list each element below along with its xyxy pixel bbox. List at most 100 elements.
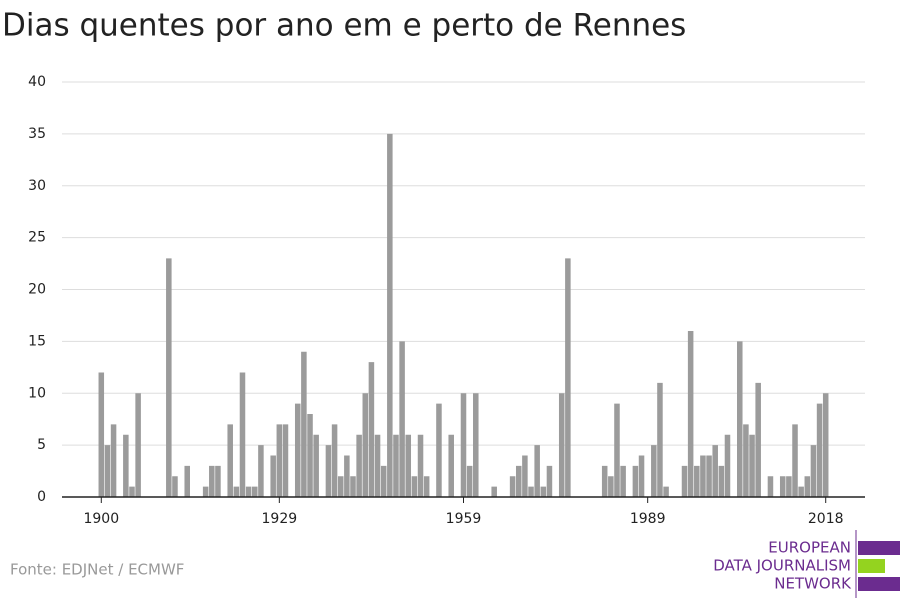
- bar: [657, 382, 663, 497]
- bar: [798, 486, 804, 497]
- bar: [362, 393, 369, 497]
- bar: [423, 476, 430, 497]
- y-tick-label: 25: [28, 230, 46, 246]
- bar: [172, 476, 178, 497]
- bar: [466, 465, 473, 497]
- bar: [534, 445, 540, 497]
- bar: [694, 465, 700, 497]
- bar: [374, 434, 381, 497]
- bar: [123, 434, 129, 497]
- bar: [245, 486, 252, 497]
- bar: [135, 393, 141, 497]
- bar: [215, 465, 221, 497]
- bar: [227, 424, 233, 497]
- source: Fonte: EDJNet / ECMWF: [10, 561, 184, 579]
- bar: [767, 476, 774, 497]
- bar: [399, 341, 405, 497]
- bar: [313, 434, 319, 497]
- bar: [368, 362, 375, 497]
- logo-bar: [858, 541, 900, 555]
- y-tick-label: 40: [28, 74, 46, 90]
- x-tick-label: 1929: [262, 511, 298, 527]
- bar: [724, 434, 731, 497]
- x-tick-label: 1900: [83, 511, 119, 527]
- bar: [509, 476, 516, 497]
- bar: [411, 476, 418, 497]
- bar: [706, 455, 712, 497]
- bar: [356, 434, 362, 497]
- logo-text: NETWORK: [774, 575, 852, 593]
- bar: [337, 476, 344, 497]
- bar: [448, 434, 454, 497]
- bar: [736, 341, 743, 497]
- x-tick-label: 1989: [630, 511, 666, 527]
- bar: [546, 465, 553, 497]
- bar: [380, 465, 387, 497]
- bar: [344, 455, 350, 497]
- bar: [282, 424, 289, 497]
- bar: [393, 434, 399, 497]
- bar: [816, 403, 823, 497]
- y-tick-label: 20: [28, 282, 46, 298]
- bar: [718, 465, 725, 497]
- y-tick-label: 35: [28, 126, 46, 142]
- y-tick-label: 5: [37, 437, 46, 453]
- y-tick-label: 15: [28, 333, 46, 349]
- bar: [601, 465, 608, 497]
- bar: [822, 393, 829, 497]
- bar: [233, 486, 240, 497]
- bar: [522, 455, 528, 497]
- bar: [258, 445, 264, 497]
- bar: [614, 403, 620, 497]
- logo-text: EUROPEAN: [768, 539, 851, 557]
- logo-bar: [858, 577, 900, 591]
- bar: [540, 486, 547, 497]
- bar: [110, 424, 117, 497]
- bar: [528, 486, 534, 497]
- bar: [651, 445, 657, 497]
- bar: [632, 465, 639, 497]
- bar: [608, 476, 614, 497]
- bar: [700, 455, 706, 497]
- bar: [184, 465, 191, 497]
- y-tick-label: 10: [28, 385, 46, 401]
- bar: [515, 465, 522, 497]
- bar: [436, 403, 442, 497]
- bar: [417, 434, 424, 497]
- y-tick-label: 0: [37, 489, 46, 505]
- bar: [810, 445, 817, 497]
- chart-title: Dias quentes por ano em e perto de Renne…: [2, 8, 686, 44]
- bar: [270, 455, 276, 497]
- bar: [687, 331, 694, 497]
- bar: [755, 382, 761, 497]
- bar: [202, 486, 209, 497]
- bar: [239, 372, 246, 497]
- bar: [565, 258, 571, 497]
- bar: [405, 434, 412, 497]
- bar: [743, 424, 749, 497]
- bar: [276, 424, 283, 497]
- bar: [712, 445, 718, 497]
- bar: [104, 445, 111, 497]
- bar: [387, 133, 393, 497]
- x-tick-label: 1959: [446, 511, 482, 527]
- bar: [491, 486, 497, 497]
- bar: [460, 393, 467, 497]
- bar: [166, 258, 172, 497]
- bar: [804, 476, 811, 497]
- bar: [663, 486, 669, 497]
- bar: [129, 486, 135, 497]
- bar: [620, 465, 626, 497]
- bar: [786, 476, 792, 497]
- bar: [307, 414, 313, 497]
- bar: [325, 445, 332, 497]
- bar: [473, 393, 479, 497]
- bar: [792, 424, 798, 497]
- bar: [252, 486, 258, 497]
- bar: [681, 465, 688, 497]
- bar: [350, 476, 356, 497]
- bar: [294, 403, 301, 497]
- x-tick-label: 2018: [808, 511, 844, 527]
- bar: [98, 372, 105, 497]
